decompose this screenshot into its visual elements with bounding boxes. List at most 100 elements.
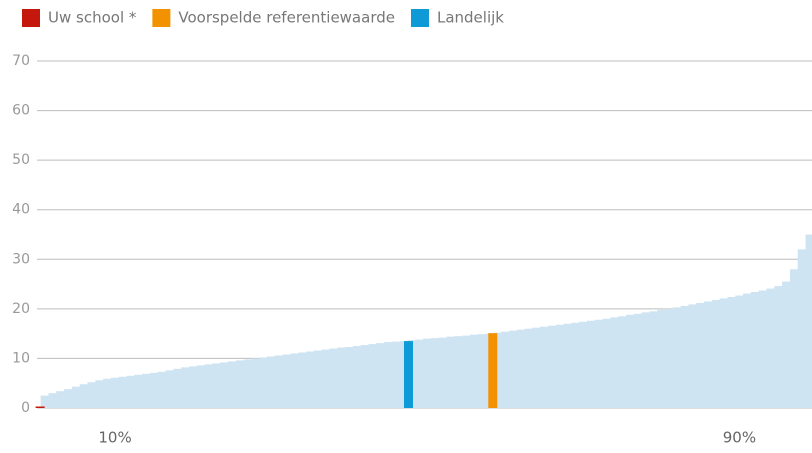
distribution-bar [665, 308, 674, 408]
legend: Uw school * Voorspelde referentiewaarde La… [22, 9, 504, 27]
distribution-bar [196, 365, 206, 408]
distribution-bar [719, 298, 728, 408]
distribution-bar [743, 293, 752, 408]
distribution-bar [446, 336, 455, 408]
distribution-bar [345, 347, 354, 408]
distribution-bar [571, 322, 580, 408]
legend-label: Voorspelde referentiewaarde [178, 9, 395, 27]
distribution-bar [649, 311, 658, 408]
distribution-bar [149, 372, 159, 408]
distribution-bar [165, 370, 174, 408]
distribution-bar [173, 368, 182, 408]
distribution-bar [126, 375, 135, 408]
y-tick-label: 40 [12, 202, 30, 218]
highlight-bar [35, 406, 45, 408]
distribution-bar [40, 395, 49, 408]
distribution-bar [337, 347, 346, 408]
highlight-bar [404, 341, 414, 408]
distribution-bar [243, 359, 252, 408]
y-tick-label: 10 [12, 350, 30, 366]
distribution-bar [110, 377, 120, 408]
distribution-bar [430, 338, 440, 408]
distribution-bar [251, 358, 260, 408]
legend-swatch [410, 9, 429, 27]
legend-label: Landelijk [437, 9, 504, 27]
distribution-bar [204, 364, 213, 408]
distribution-bar [87, 382, 96, 408]
distribution-bar [493, 332, 502, 408]
distribution-bar [774, 286, 783, 408]
distribution-bar [118, 376, 128, 408]
distribution-bar [321, 349, 330, 408]
distribution-bar [540, 326, 549, 408]
distribution-bar [391, 341, 401, 408]
distribution-bar [789, 269, 799, 408]
distribution-bar [633, 313, 643, 408]
distribution-bar [462, 335, 471, 408]
x-tick-label: 90% [723, 429, 756, 447]
distribution-bar [469, 334, 479, 408]
distribution-bar [306, 351, 315, 408]
distribution-bar [157, 371, 167, 408]
distribution-bar [501, 331, 510, 408]
distribution-bar [329, 348, 338, 408]
distribution-bar [579, 321, 588, 408]
distribution-bar [688, 304, 697, 408]
y-tick-label: 20 [12, 301, 30, 317]
distribution-bar [360, 345, 369, 408]
distribution-bar [618, 316, 627, 408]
distribution-bar [64, 389, 73, 408]
distribution-bar [750, 292, 760, 408]
distribution-bar [547, 325, 557, 408]
distribution-bar [524, 328, 533, 408]
distribution-bar [313, 350, 323, 408]
distribution-bar [220, 362, 229, 408]
distribution-bar [399, 341, 408, 408]
distribution-bar [602, 318, 611, 408]
distribution-bar [563, 323, 572, 408]
distribution-bar [376, 343, 385, 408]
distribution-bar [672, 307, 682, 408]
distribution-bar [227, 361, 237, 408]
distribution-bar [680, 305, 689, 408]
x-tick-label: 10% [98, 429, 131, 447]
distribution-bar [727, 296, 736, 408]
distribution-bar [368, 344, 377, 408]
distribution-bar [95, 380, 104, 408]
distribution-bar [298, 352, 307, 408]
distribution-bar [555, 324, 565, 408]
distribution-bar [758, 290, 767, 408]
distribution-bar [711, 299, 721, 408]
y-tick-label: 30 [12, 251, 30, 267]
legend-label: Uw school * [48, 9, 137, 27]
distribution-bar [79, 384, 88, 408]
distribution-bar [274, 355, 284, 408]
distribution-bar [782, 281, 791, 408]
distribution-bar [134, 374, 143, 408]
distribution-bar [586, 320, 596, 408]
distribution-bar [259, 357, 268, 408]
distribution-bar [235, 360, 245, 408]
y-tick-label: 50 [12, 152, 30, 168]
distribution-bar [805, 234, 812, 408]
distribution-bar [610, 317, 619, 408]
distribution-bar [704, 301, 713, 408]
distribution-bar [657, 309, 666, 408]
distribution-bar [352, 346, 362, 408]
distribution-bar [797, 249, 807, 408]
legend-swatch [152, 9, 171, 27]
highlight-bar [488, 333, 498, 408]
distribution-bar [454, 336, 463, 408]
distribution-bar [508, 330, 518, 408]
y-tick-label: 0 [21, 400, 30, 416]
distribution-bar [384, 342, 393, 408]
distribution-bar [415, 339, 424, 408]
distribution-bar [266, 356, 276, 408]
distribution-bar [766, 288, 775, 408]
distribution-bar [594, 319, 604, 408]
y-tick-label: 70 [12, 53, 30, 69]
distribution-bar [735, 295, 744, 408]
distribution-bar [103, 378, 112, 408]
